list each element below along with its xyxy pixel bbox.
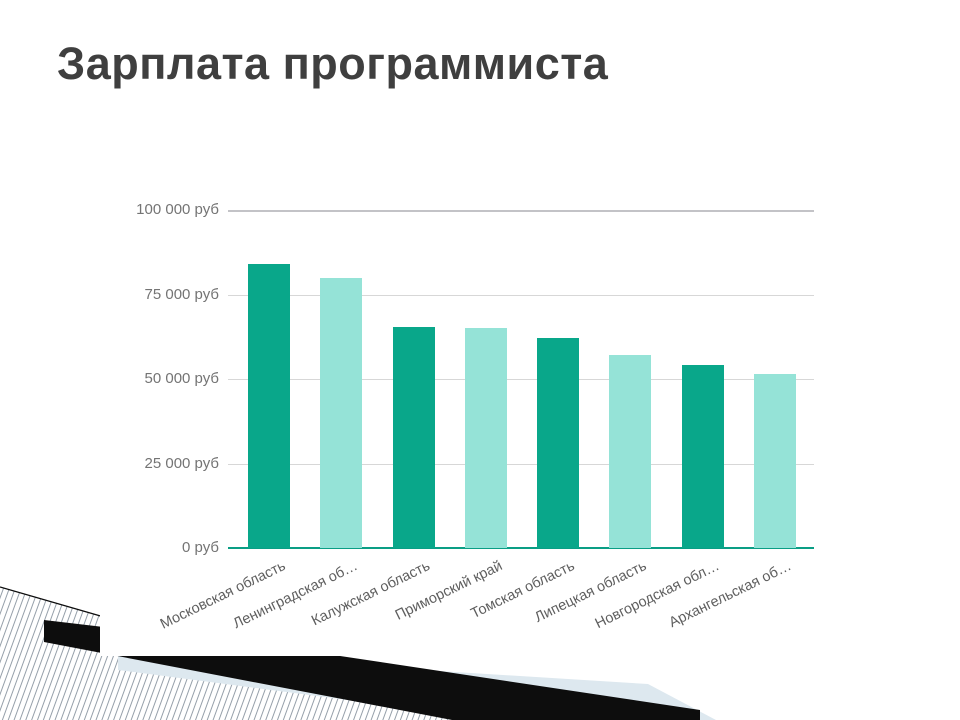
bar-1 xyxy=(248,264,291,548)
gridline xyxy=(228,294,814,296)
y-tick-label: 75 000 руб xyxy=(144,285,219,303)
y-tick-label: 100 000 руб xyxy=(136,201,219,218)
gridline xyxy=(228,379,814,380)
bar-3 xyxy=(392,326,435,548)
bar-5 xyxy=(537,338,580,548)
bar-7 xyxy=(681,365,724,548)
y-tick-label: 25 000 руб xyxy=(144,454,219,472)
bar-2 xyxy=(320,277,363,548)
bar-chart-plot-area xyxy=(228,210,814,549)
y-tick-label: 0 руб xyxy=(182,539,219,556)
bar-8 xyxy=(753,373,796,548)
x-axis-baseline xyxy=(228,547,814,549)
slide-title: Зарплата программиста xyxy=(57,38,609,89)
bar-6 xyxy=(609,355,652,548)
y-tick-label: 50 000 руб xyxy=(144,370,219,387)
gridline xyxy=(228,463,814,465)
bar-4 xyxy=(464,328,507,548)
gridline xyxy=(228,210,814,212)
